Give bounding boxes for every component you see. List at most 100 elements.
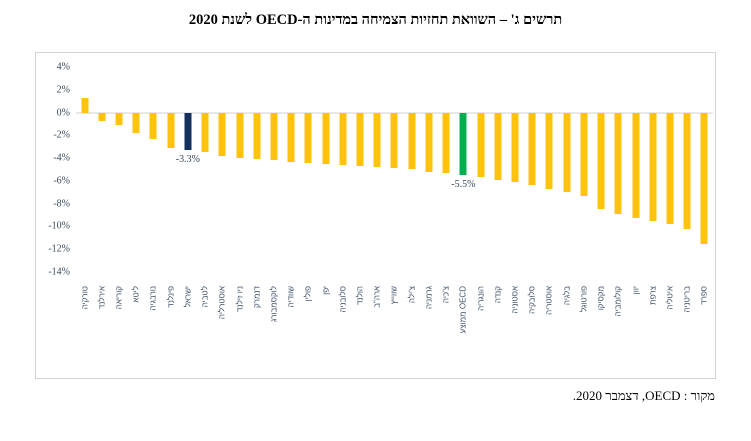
- page-title: תרשים ג' – השוואת תחזיות הצמיחה במדינות …: [188, 12, 563, 28]
- x-axis-label-slot: יפן: [317, 286, 334, 396]
- x-axis-label: בלגיה: [562, 286, 572, 306]
- bar[interactable]: [528, 112, 536, 186]
- bar-slot: -3.3%: [176, 67, 200, 272]
- x-axis-label-slot: נורבגיה: [145, 286, 162, 396]
- bar[interactable]: [632, 112, 639, 219]
- bar-slot: [197, 67, 214, 272]
- x-axis-label: ליטא: [131, 286, 141, 303]
- x-axis-label: אוסטריה: [544, 286, 554, 315]
- bar[interactable]: [270, 112, 278, 161]
- bar[interactable]: [459, 112, 467, 176]
- x-axis-labels: טורקיה אירלנד קוריאה ליטא נורבגיה פינלנד ישראל…: [76, 286, 713, 396]
- x-axis-label-slot: דנמרק: [248, 286, 265, 396]
- bar-slot: [438, 67, 455, 272]
- x-axis-label-slot: ארה"ב: [369, 286, 386, 396]
- x-axis-label-slot: הונגריה: [472, 286, 489, 396]
- bar[interactable]: [614, 112, 622, 214]
- x-axis-label-slot: סלובניה: [334, 286, 351, 396]
- bar[interactable]: [304, 112, 312, 163]
- bar[interactable]: [201, 112, 209, 153]
- bar-slot: [524, 67, 541, 272]
- bar-slot: [489, 67, 506, 272]
- bar[interactable]: [339, 112, 347, 165]
- x-axis-label: אירלנד: [97, 286, 107, 310]
- bar[interactable]: [167, 112, 175, 148]
- bar-slot: [506, 67, 523, 272]
- y-axis-tick: -2%: [53, 129, 70, 141]
- bar[interactable]: [356, 112, 364, 167]
- bar-slot: [541, 67, 558, 272]
- x-axis-label: מקסיקו: [596, 286, 606, 311]
- bar[interactable]: [494, 112, 502, 180]
- bar[interactable]: [425, 112, 433, 172]
- bar[interactable]: [700, 112, 708, 244]
- bar-slot: [472, 67, 489, 272]
- x-axis-label-slot: יוון: [627, 286, 644, 396]
- bar-slot: [627, 67, 644, 272]
- bar[interactable]: [649, 112, 657, 221]
- bar[interactable]: [563, 112, 571, 193]
- x-axis-label: ארה"ב: [372, 286, 382, 308]
- bar[interactable]: [442, 112, 450, 173]
- y-axis-tick: -8%: [53, 198, 70, 210]
- x-axis-label-slot: צ'כיה: [438, 286, 455, 396]
- x-axis-label-slot: שוודיה: [283, 286, 300, 396]
- bar[interactable]: [115, 112, 123, 126]
- bar-slot: [592, 67, 609, 272]
- bar[interactable]: [236, 112, 244, 159]
- bar[interactable]: [98, 112, 106, 121]
- y-axis-tick: 2%: [56, 84, 70, 96]
- bar[interactable]: [253, 112, 261, 160]
- bar-slot: [76, 67, 93, 272]
- bar[interactable]: [218, 112, 226, 156]
- x-axis-label: קוריאה: [114, 286, 124, 310]
- x-axis-label: OECD ממוצע: [458, 286, 468, 334]
- x-axis-label: סלובניה: [338, 286, 348, 313]
- bar-slot: [265, 67, 282, 272]
- bar[interactable]: [149, 112, 157, 139]
- x-axis-label-slot: איטליה: [661, 286, 678, 396]
- bar[interactable]: [683, 112, 691, 229]
- bar-data-label: -5.5%: [451, 179, 476, 191]
- bar[interactable]: [373, 112, 381, 168]
- x-axis-label: ניו זילנד: [235, 286, 245, 312]
- bar[interactable]: [545, 112, 553, 189]
- x-axis-label-slot: אסטוניה: [506, 286, 523, 396]
- x-axis-label-slot: לוקסמבורג: [265, 286, 282, 396]
- x-axis-label-slot: גרמניה: [420, 286, 437, 396]
- bar-slot: [696, 67, 713, 272]
- x-axis-label: אוסטרליה: [217, 286, 227, 320]
- bar[interactable]: [132, 112, 140, 134]
- bar-slot: [403, 67, 420, 272]
- y-axis-tick: -12%: [48, 243, 70, 255]
- bar[interactable]: [287, 112, 295, 162]
- bar[interactable]: [477, 112, 485, 178]
- bar[interactable]: [322, 112, 330, 164]
- y-axis-tick: -14%: [48, 266, 70, 278]
- bar[interactable]: [184, 112, 192, 151]
- x-axis-label-slot: ספרד: [696, 286, 713, 396]
- x-axis-label-slot: צרפת: [644, 286, 661, 396]
- bar-slot: [679, 67, 696, 272]
- x-axis-label: לטביה: [200, 286, 210, 308]
- x-axis-label: יוון: [631, 286, 640, 295]
- bar-slot: [369, 67, 386, 272]
- bar[interactable]: [81, 97, 89, 113]
- x-axis-label-slot: מקסיקו: [592, 286, 609, 396]
- bar[interactable]: [597, 112, 605, 210]
- x-axis-label-slot: קנדה: [489, 286, 506, 396]
- bar[interactable]: [580, 112, 588, 196]
- bar-slot: [334, 67, 351, 272]
- x-axis-label-slot: OECD ממוצע: [455, 286, 472, 396]
- bar[interactable]: [390, 112, 398, 169]
- x-axis-label: צ'כיה: [441, 286, 451, 304]
- bar-slot: [283, 67, 300, 272]
- chart-frame: 4% 2% 0% -2% -4% -6% -8% -10% -12% -14% -3.3% -5.5…: [35, 52, 716, 379]
- bar[interactable]: [511, 112, 519, 183]
- bar-slot: [558, 67, 575, 272]
- x-axis-label: צרפת: [648, 286, 658, 305]
- bar[interactable]: [408, 112, 416, 170]
- bar[interactable]: [666, 112, 674, 225]
- x-axis-label-slot: צ'ילה: [403, 286, 420, 396]
